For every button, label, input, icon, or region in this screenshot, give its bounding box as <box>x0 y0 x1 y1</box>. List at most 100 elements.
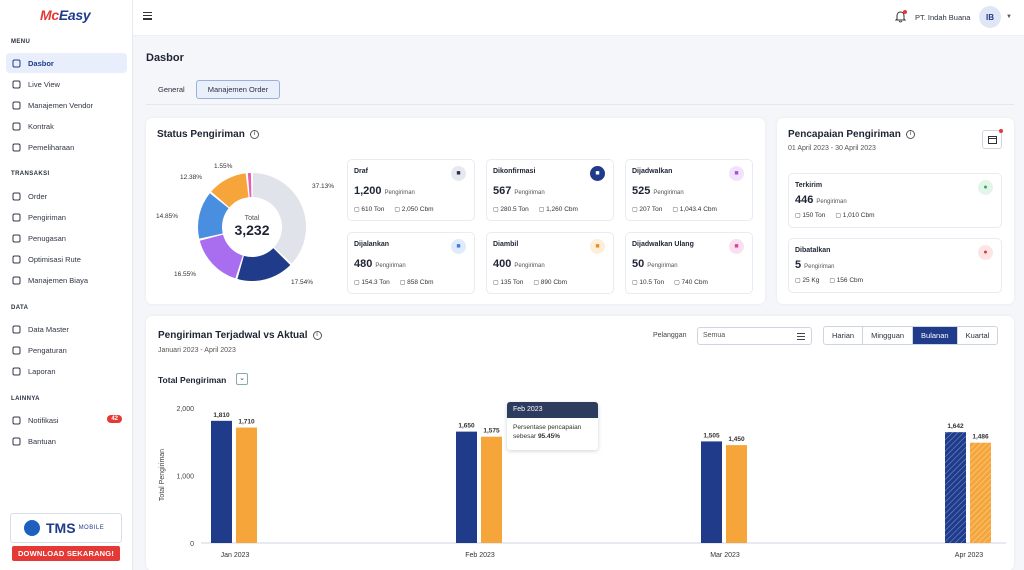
period-harian[interactable]: Harian <box>824 327 864 344</box>
mceasy-logo[interactable]: McEasy <box>40 7 91 23</box>
section-menu: MENU <box>11 39 31 45</box>
metric-dropdown-icon[interactable]: ⌄ <box>236 373 248 385</box>
info-icon[interactable]: i <box>905 129 915 139</box>
x-tick-label: Apr 2023 <box>955 552 984 559</box>
donut-slice-4[interactable] <box>211 173 249 208</box>
sidebar-item-label: Manajemen Biaya <box>28 275 89 285</box>
sidebar-item-label: Notifikasi <box>28 415 59 425</box>
chevron-down-icon[interactable]: ▼ <box>1006 14 1012 20</box>
box-icon <box>12 213 21 222</box>
report-icon <box>12 367 21 376</box>
sidebar-item-laporan[interactable]: Laporan <box>6 361 127 381</box>
achievement-value: 5 Pengiriman <box>795 259 835 271</box>
tab-manajemen-order[interactable]: Manajemen Order <box>196 80 280 99</box>
document-icon <box>12 122 21 131</box>
bar-actual-3[interactable] <box>970 442 991 543</box>
achievement-date-range: 01 April 2023 - 30 April 2023 <box>788 145 876 152</box>
cancel-circle-icon: ● <box>978 245 993 260</box>
help-icon <box>12 437 21 446</box>
bar-scheduled-1[interactable] <box>456 431 477 543</box>
period-bulanan[interactable]: Bulanan <box>913 327 958 344</box>
sidebar-item-label: Order <box>28 191 48 201</box>
database-icon <box>12 325 21 334</box>
section-transaksi: TRANSAKSI <box>11 171 50 177</box>
clipboard-check-icon: ■ <box>590 166 605 181</box>
money-icon <box>12 276 21 285</box>
sidebar-item-optimisasi-rute[interactable]: Optimisasi Rute <box>6 249 127 269</box>
achievement-label: Dibatalkan <box>795 247 831 254</box>
bar-value-label: 1,710 <box>238 419 255 426</box>
section-data: DATA <box>11 305 29 311</box>
status-value: 400 Pengiriman <box>493 258 545 270</box>
sidebar-item-penugasan[interactable]: Penugasan <box>6 228 127 248</box>
section-lainnya: LAINNYA <box>11 396 40 402</box>
avatar[interactable]: IB <box>979 6 1001 28</box>
donut-slice-5[interactable] <box>247 173 252 198</box>
bar-scheduled-3[interactable] <box>945 432 966 543</box>
bar-value-label: 1,575 <box>483 428 500 435</box>
info-icon[interactable]: i <box>312 330 322 340</box>
sidebar-item-bantuan[interactable]: Bantuan <box>6 431 127 451</box>
status-value: 480 Pengiriman <box>354 258 406 270</box>
status-label: Draf <box>354 168 369 175</box>
donut-slice-0[interactable] <box>252 173 306 264</box>
sidebar-item-live-view[interactable]: Live View <box>6 74 127 94</box>
pencapaian-pengiriman-card: Pencapaian Pengiriman i 01 April 2023 - 3… <box>777 118 1014 304</box>
sidebar-item-label: Penugasan <box>28 233 66 243</box>
bar-actual-1[interactable] <box>481 436 502 543</box>
donut-slice-2[interactable] <box>199 234 243 279</box>
tab-general[interactable]: General <box>158 85 185 94</box>
page-title: Dasbor <box>146 52 184 64</box>
notification-dot <box>903 10 907 14</box>
download-now-button[interactable]: DOWNLOAD SEKARANG! <box>12 546 120 561</box>
info-icon[interactable]: i <box>249 129 259 139</box>
status-meta: 154.3 Ton858 Cbm <box>354 279 433 286</box>
bar-scheduled-0[interactable] <box>211 420 232 543</box>
sidebar-item-pemeliharaan[interactable]: Pemeliharaan <box>6 137 127 157</box>
schedule-date-range: Januari 2023 - April 2023 <box>158 347 236 354</box>
chart-tooltip: Feb 2023 Persentase pencapaian sebesar 9… <box>507 402 598 450</box>
status-meta: 135 Ton890 Cbm <box>493 279 567 286</box>
notification-bell-icon[interactable] <box>894 10 907 23</box>
calendar-button[interactable] <box>982 129 1003 149</box>
sidebar-item-pengaturan[interactable]: Pengaturan <box>6 340 127 360</box>
bar-scheduled-2[interactable] <box>701 441 722 543</box>
donut-label-0: 37.13% <box>312 183 335 190</box>
calendar-icon <box>987 136 997 144</box>
tooltip-title: Feb 2023 <box>507 402 598 418</box>
tms-mobile-card: TMS MOBILE <box>10 513 122 543</box>
status-donut-chart <box>198 173 306 281</box>
sidebar-item-data-master[interactable]: Data Master <box>6 319 127 339</box>
sidebar-item-dasbor[interactable]: Dasbor <box>6 53 127 73</box>
promo-subtitle: MOBILE <box>78 525 105 531</box>
sidebar-item-order[interactable]: Order <box>6 186 127 206</box>
hamburger-menu-icon[interactable] <box>143 12 152 20</box>
sidebar-item-manajemen-biaya[interactable]: Manajemen Biaya <box>6 270 127 290</box>
bar-actual-0[interactable] <box>236 427 257 543</box>
x-tick-label: Feb 2023 <box>465 552 495 559</box>
donut-slice-3[interactable] <box>198 193 229 239</box>
sidebar-item-notifikasi[interactable]: Notifikasi 42 <box>6 410 127 430</box>
period-kuartal[interactable]: Kuartal <box>965 331 990 340</box>
sidebar-item-label: Manajemen Vendor <box>28 100 94 110</box>
period-mingguan[interactable]: Mingguan <box>863 327 914 344</box>
sidebar-item-pengiriman[interactable]: Pengiriman <box>6 207 127 227</box>
achievement-value: 446 Pengiriman <box>795 194 847 206</box>
bar-value-label: 1,486 <box>972 434 989 441</box>
sidebar-item-kontrak[interactable]: Kontrak <box>6 116 127 136</box>
status-label: Dijalankan <box>354 241 390 248</box>
bar-actual-2[interactable] <box>726 445 747 543</box>
customer-filter-select[interactable]: Semua <box>697 327 812 345</box>
sidebar-item-label: Optimisasi Rute <box>28 254 81 264</box>
sidebar-item-manajemen-vendor[interactable]: Manajemen Vendor <box>6 95 127 115</box>
donut-total-value: 3,232 <box>234 222 270 238</box>
donut-slice-1[interactable] <box>237 248 291 281</box>
